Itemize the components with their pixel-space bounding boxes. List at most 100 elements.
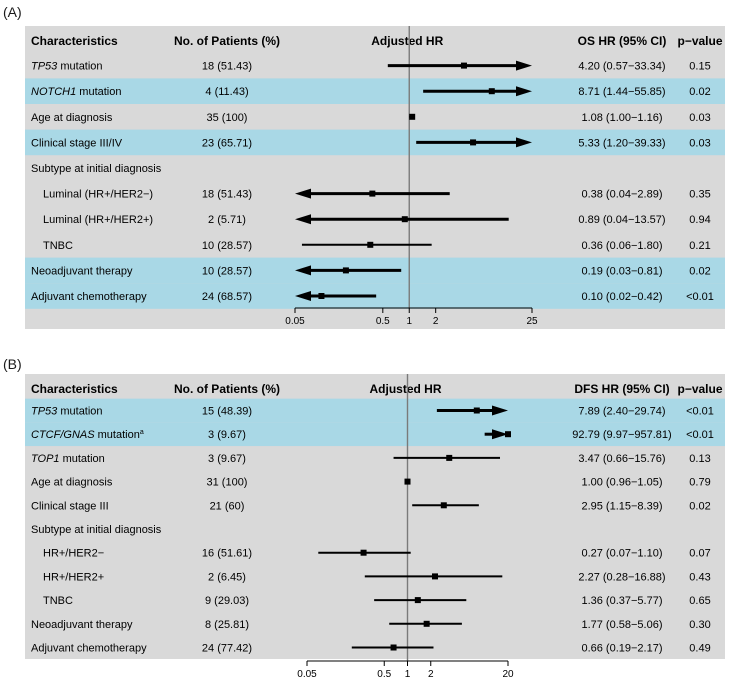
p-value: 0.02 [689, 86, 710, 98]
header-adjusted-hr: Adjusted HR [370, 382, 442, 396]
point-estimate [342, 267, 349, 274]
ci-arrow-right [516, 86, 532, 97]
hr-ci-value: 0.19 (0.03−0.81) [581, 265, 662, 277]
forest-plot-os: Characteristics No. of Patients (%) Adjust… [25, 26, 725, 329]
patients-value: 15 (48.39) [202, 406, 252, 418]
ci-arrow-right [492, 405, 508, 416]
point-estimate [488, 88, 495, 95]
patients-value: 18 (51.43) [202, 61, 252, 73]
patients-value: 18 (51.43) [202, 189, 252, 201]
point-estimate [505, 431, 511, 438]
patients-value: 9 (29.03) [205, 595, 249, 607]
point-estimate [404, 478, 411, 485]
panel-label-a: (A) [3, 4, 22, 20]
row-label: HR+/HER2+ [43, 571, 104, 583]
hr-ci-value: 92.79 (9.97−957.81) [572, 429, 671, 441]
hr-ci-value: 0.89 (0.04−13.57) [578, 214, 665, 226]
p-value: 0.21 [689, 240, 710, 252]
point-estimate [409, 113, 416, 120]
row-label: Subtype at initial diagnosis [31, 163, 162, 175]
point-estimate [414, 597, 421, 604]
hr-ci-value: 0.66 (0.19−2.17) [581, 643, 662, 655]
point-estimate [367, 241, 374, 248]
p-value: 0.79 [689, 477, 710, 489]
x-tick-label: 25 [526, 316, 538, 327]
hr-ci-value: 2.95 (1.15−8.39) [581, 500, 662, 512]
hr-ci-value: 0.36 (0.06−1.80) [581, 240, 662, 252]
x-tick-label: 0.5 [376, 316, 390, 327]
point-estimate [369, 190, 376, 197]
x-tick-label: 2 [428, 669, 434, 680]
header-hr-ci: DFS HR (95% CI) [574, 382, 669, 396]
hr-ci-value: 1.36 (0.37−5.77) [581, 595, 662, 607]
p-value: 0.03 [689, 112, 710, 124]
hr-ci-value: 2.27 (0.28−16.88) [578, 571, 665, 583]
header-p-value: p−value [677, 34, 722, 48]
row-label: Luminal (HR+/HER2+) [43, 214, 153, 226]
hr-ci-value: 0.27 (0.07−1.10) [581, 548, 662, 560]
ci-arrow-left [295, 265, 311, 276]
row-label: TNBC [43, 595, 73, 607]
row-label: Neoadjuvant therapy [31, 265, 133, 277]
header-characteristics: Characteristics [31, 34, 118, 48]
patients-value: 8 (25.81) [205, 619, 249, 631]
p-value: 0.03 [689, 137, 710, 149]
patients-value: 2 (6.45) [208, 571, 246, 583]
hr-ci-value: 3.47 (0.66−15.76) [578, 453, 665, 465]
patients-value: 31 (100) [207, 477, 248, 489]
header-hr-ci: OS HR (95% CI) [578, 34, 667, 48]
row-label: Age at diagnosis [31, 112, 113, 124]
patients-value: 23 (65.71) [202, 137, 252, 149]
panel-label-b: (B) [3, 356, 22, 372]
x-tick-label: 1 [406, 316, 412, 327]
row-label: Clinical stage III [31, 500, 109, 512]
point-estimate [432, 573, 439, 580]
p-value: 0.02 [689, 265, 710, 277]
x-tick-label: 0.5 [377, 669, 391, 680]
point-estimate [440, 502, 447, 509]
row-label: Subtype at initial diagnosis [31, 524, 162, 536]
patients-value: 24 (77.42) [202, 643, 252, 655]
ci-arrow-left [295, 214, 311, 225]
forest-plot-dfs: Characteristics No. of Patients (%) Adjust… [25, 374, 725, 680]
p-value: 0.30 [689, 619, 710, 631]
highlight-band [25, 78, 725, 104]
highlight-band [25, 129, 725, 156]
patients-value: 2 (5.71) [208, 214, 246, 226]
patients-value: 3 (9.67) [208, 453, 246, 465]
x-tick-label: 2 [433, 316, 439, 327]
point-estimate [446, 454, 453, 461]
p-value: 0.65 [689, 595, 710, 607]
hr-ci-value: 1.08 (1.00−1.16) [581, 112, 662, 124]
p-value: 0.49 [689, 643, 710, 655]
point-estimate [401, 216, 408, 223]
x-tick-label: 20 [502, 669, 514, 680]
row-label: Adjuvant chemotherapy [31, 643, 147, 655]
p-value: <0.01 [686, 406, 714, 418]
hr-ci-value: 1.00 (0.96−1.05) [581, 477, 662, 489]
ci-arrow-right [516, 137, 532, 148]
row-label: Neoadjuvant therapy [31, 619, 133, 631]
point-estimate [390, 644, 397, 651]
row-label: Clinical stage III/IV [31, 137, 123, 149]
header-patients: No. of Patients (%) [174, 382, 280, 396]
patients-value: 10 (28.57) [202, 240, 252, 252]
point-estimate [360, 549, 367, 556]
patients-value: 3 (9.67) [208, 429, 246, 441]
ci-arrow-left [295, 291, 311, 301]
row-label: Adjuvant chemotherapy [31, 291, 147, 303]
patients-value: 16 (51.61) [202, 548, 252, 560]
hr-ci-value: 5.33 (1.20−39.33) [578, 137, 665, 149]
x-tick-label: 1 [405, 669, 411, 680]
ci-arrow-left [295, 188, 311, 199]
patients-value: 4 (11.43) [205, 86, 248, 98]
hr-ci-value: 0.38 (0.04−2.89) [581, 189, 662, 201]
hr-ci-value: 8.71 (1.44−55.85) [578, 86, 665, 98]
ci-arrow-right [492, 429, 508, 440]
hr-ci-value: 1.77 (0.58−5.06) [581, 619, 662, 631]
hr-ci-value: 4.20 (0.57−33.34) [578, 61, 665, 73]
p-value: <0.01 [686, 291, 714, 303]
patients-value: 21 (60) [210, 500, 245, 512]
highlight-band [25, 398, 725, 423]
row-label: HR+/HER2− [43, 548, 104, 560]
